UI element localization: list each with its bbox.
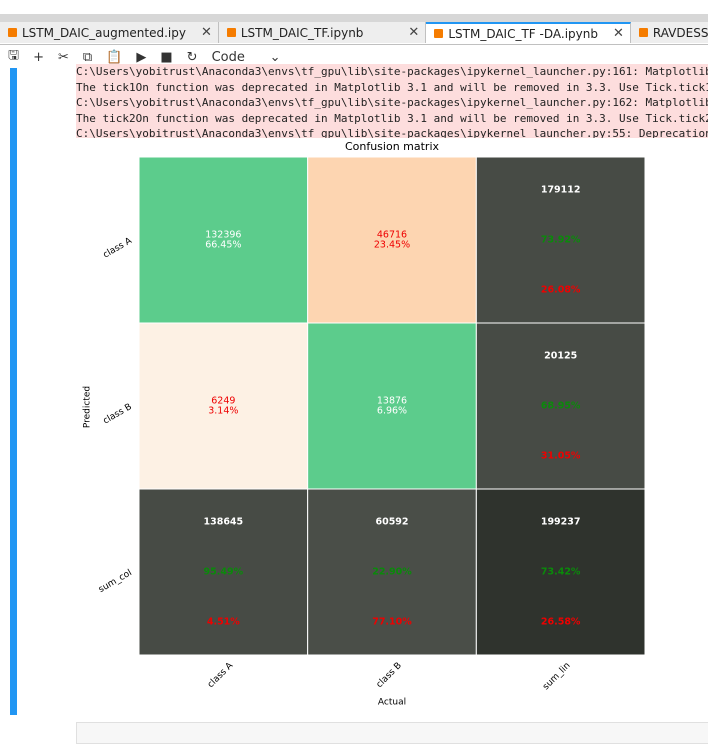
cell-count: 60592 xyxy=(375,517,408,528)
warning-line: C:\Users\yobitrust\Anaconda3\envs\tf_gpu… xyxy=(76,127,708,138)
col-label: sum_lin xyxy=(541,661,572,692)
matrix-cell xyxy=(475,488,646,656)
cell-percent-bad: 4.51% xyxy=(207,616,240,627)
tab-label: LSTM_DAIC_augmented.ipy xyxy=(22,25,186,40)
cell-percent-bad: 77.10% xyxy=(372,616,412,627)
cell-percent: 3.14% xyxy=(208,406,238,417)
restart-button[interactable]: ↻ xyxy=(186,49,198,65)
tab-label: LSTM_DAIC_TF.ipynb xyxy=(240,25,364,40)
warning-output: C:\Users\yobitrust\Anaconda3\envs\tf_gpu… xyxy=(76,64,708,138)
cell-count: 138645 xyxy=(203,517,243,528)
warning-line: The tick2On function was deprecated in M… xyxy=(76,111,708,125)
cell-count: 13876 xyxy=(377,396,407,407)
cell-percent-good: 73.42% xyxy=(541,567,581,578)
col-label: class A xyxy=(206,660,236,690)
matrix-cell xyxy=(307,156,477,324)
save-button[interactable]: 🖫 xyxy=(8,48,20,63)
cut-button[interactable]: ✂ xyxy=(57,49,69,65)
row-label: class B xyxy=(102,402,134,426)
cell-percent-good: 68.95% xyxy=(541,401,581,412)
matrix-cell xyxy=(475,322,646,490)
toolbar: 🖫 + ✂ ⧉ 📋 ▶ ■ ↻ Code ⌄ xyxy=(0,46,708,68)
tab[interactable]: LSTM_DAIC_augmented.ipy ✕ xyxy=(0,22,219,43)
cell-percent-bad: 26.08% xyxy=(541,284,581,295)
figure: Confusion matrix Actual Predicted 132396… xyxy=(83,140,646,708)
cell-percent-bad: 31.05% xyxy=(541,450,581,461)
matrix-cell xyxy=(138,488,309,656)
warning-line: C:\Users\yobitrust\Anaconda3\envs\tf_gpu… xyxy=(76,65,708,78)
x-label: Actual xyxy=(378,698,406,708)
warning-line: The tick1On function was deprecated in M… xyxy=(76,80,708,94)
cell-percent: 23.45% xyxy=(374,240,410,251)
tab-label: LSTM_DAIC_TF -DA.ipynb xyxy=(448,26,598,41)
cell-type: Code xyxy=(211,49,245,65)
cell-percent-good: 22.90% xyxy=(372,567,412,578)
matrix-cell xyxy=(475,156,646,324)
cell-percent-bad: 26.58% xyxy=(541,616,581,627)
y-label: Predicted xyxy=(83,386,93,428)
cell-count: 179112 xyxy=(541,185,581,196)
col-label: class B xyxy=(375,661,404,690)
stop-button[interactable]: ■ xyxy=(160,49,173,65)
cell-count: 199237 xyxy=(541,517,581,528)
row-label: class A xyxy=(102,236,135,261)
matrix-cell xyxy=(307,488,477,656)
cell-count: 6249 xyxy=(211,396,235,407)
cell-count: 132396 xyxy=(205,230,241,241)
tab-label: RAVDESS-20w-60c.ip xyxy=(652,25,708,40)
paste-button[interactable]: 📋 xyxy=(106,49,123,65)
tab[interactable]: LSTM_DAIC_TF.ipynb ✕ xyxy=(218,22,427,43)
active-cell-marker xyxy=(10,68,17,715)
row-label: sum_col xyxy=(97,568,134,595)
cell-percent-good: 95.49% xyxy=(204,567,244,578)
tab[interactable]: RAVDESS-20w-60c.ip xyxy=(630,22,708,43)
cell-count: 46716 xyxy=(377,230,407,241)
run-button[interactable]: ▶ xyxy=(136,49,147,65)
matrix-cell xyxy=(307,322,477,490)
next-cell[interactable] xyxy=(76,722,708,744)
figure-title: Confusion matrix xyxy=(345,140,440,153)
tab[interactable]: LSTM_DAIC_TF -DA.ipynb ✕ xyxy=(426,22,631,43)
add-button[interactable]: + xyxy=(33,49,44,65)
cell-percent: 66.45% xyxy=(205,240,241,251)
window-strip xyxy=(0,14,708,22)
cell-count: 20125 xyxy=(544,351,577,362)
warning-line: C:\Users\yobitrust\Anaconda3\envs\tf_gpu… xyxy=(76,96,708,109)
tab-bar: LSTM_DAIC_augmented.ipy ✕ LSTM_DAIC_TF.ip… xyxy=(0,22,708,45)
cell-percent: 6.96% xyxy=(377,406,407,417)
matrix-cell xyxy=(138,156,309,324)
cell-percent-good: 73.92% xyxy=(541,235,581,246)
copy-button[interactable]: ⧉ xyxy=(82,49,93,65)
cell-type-dropdown[interactable]: Code ⌄ xyxy=(211,49,281,65)
matrix-cell xyxy=(138,322,309,490)
